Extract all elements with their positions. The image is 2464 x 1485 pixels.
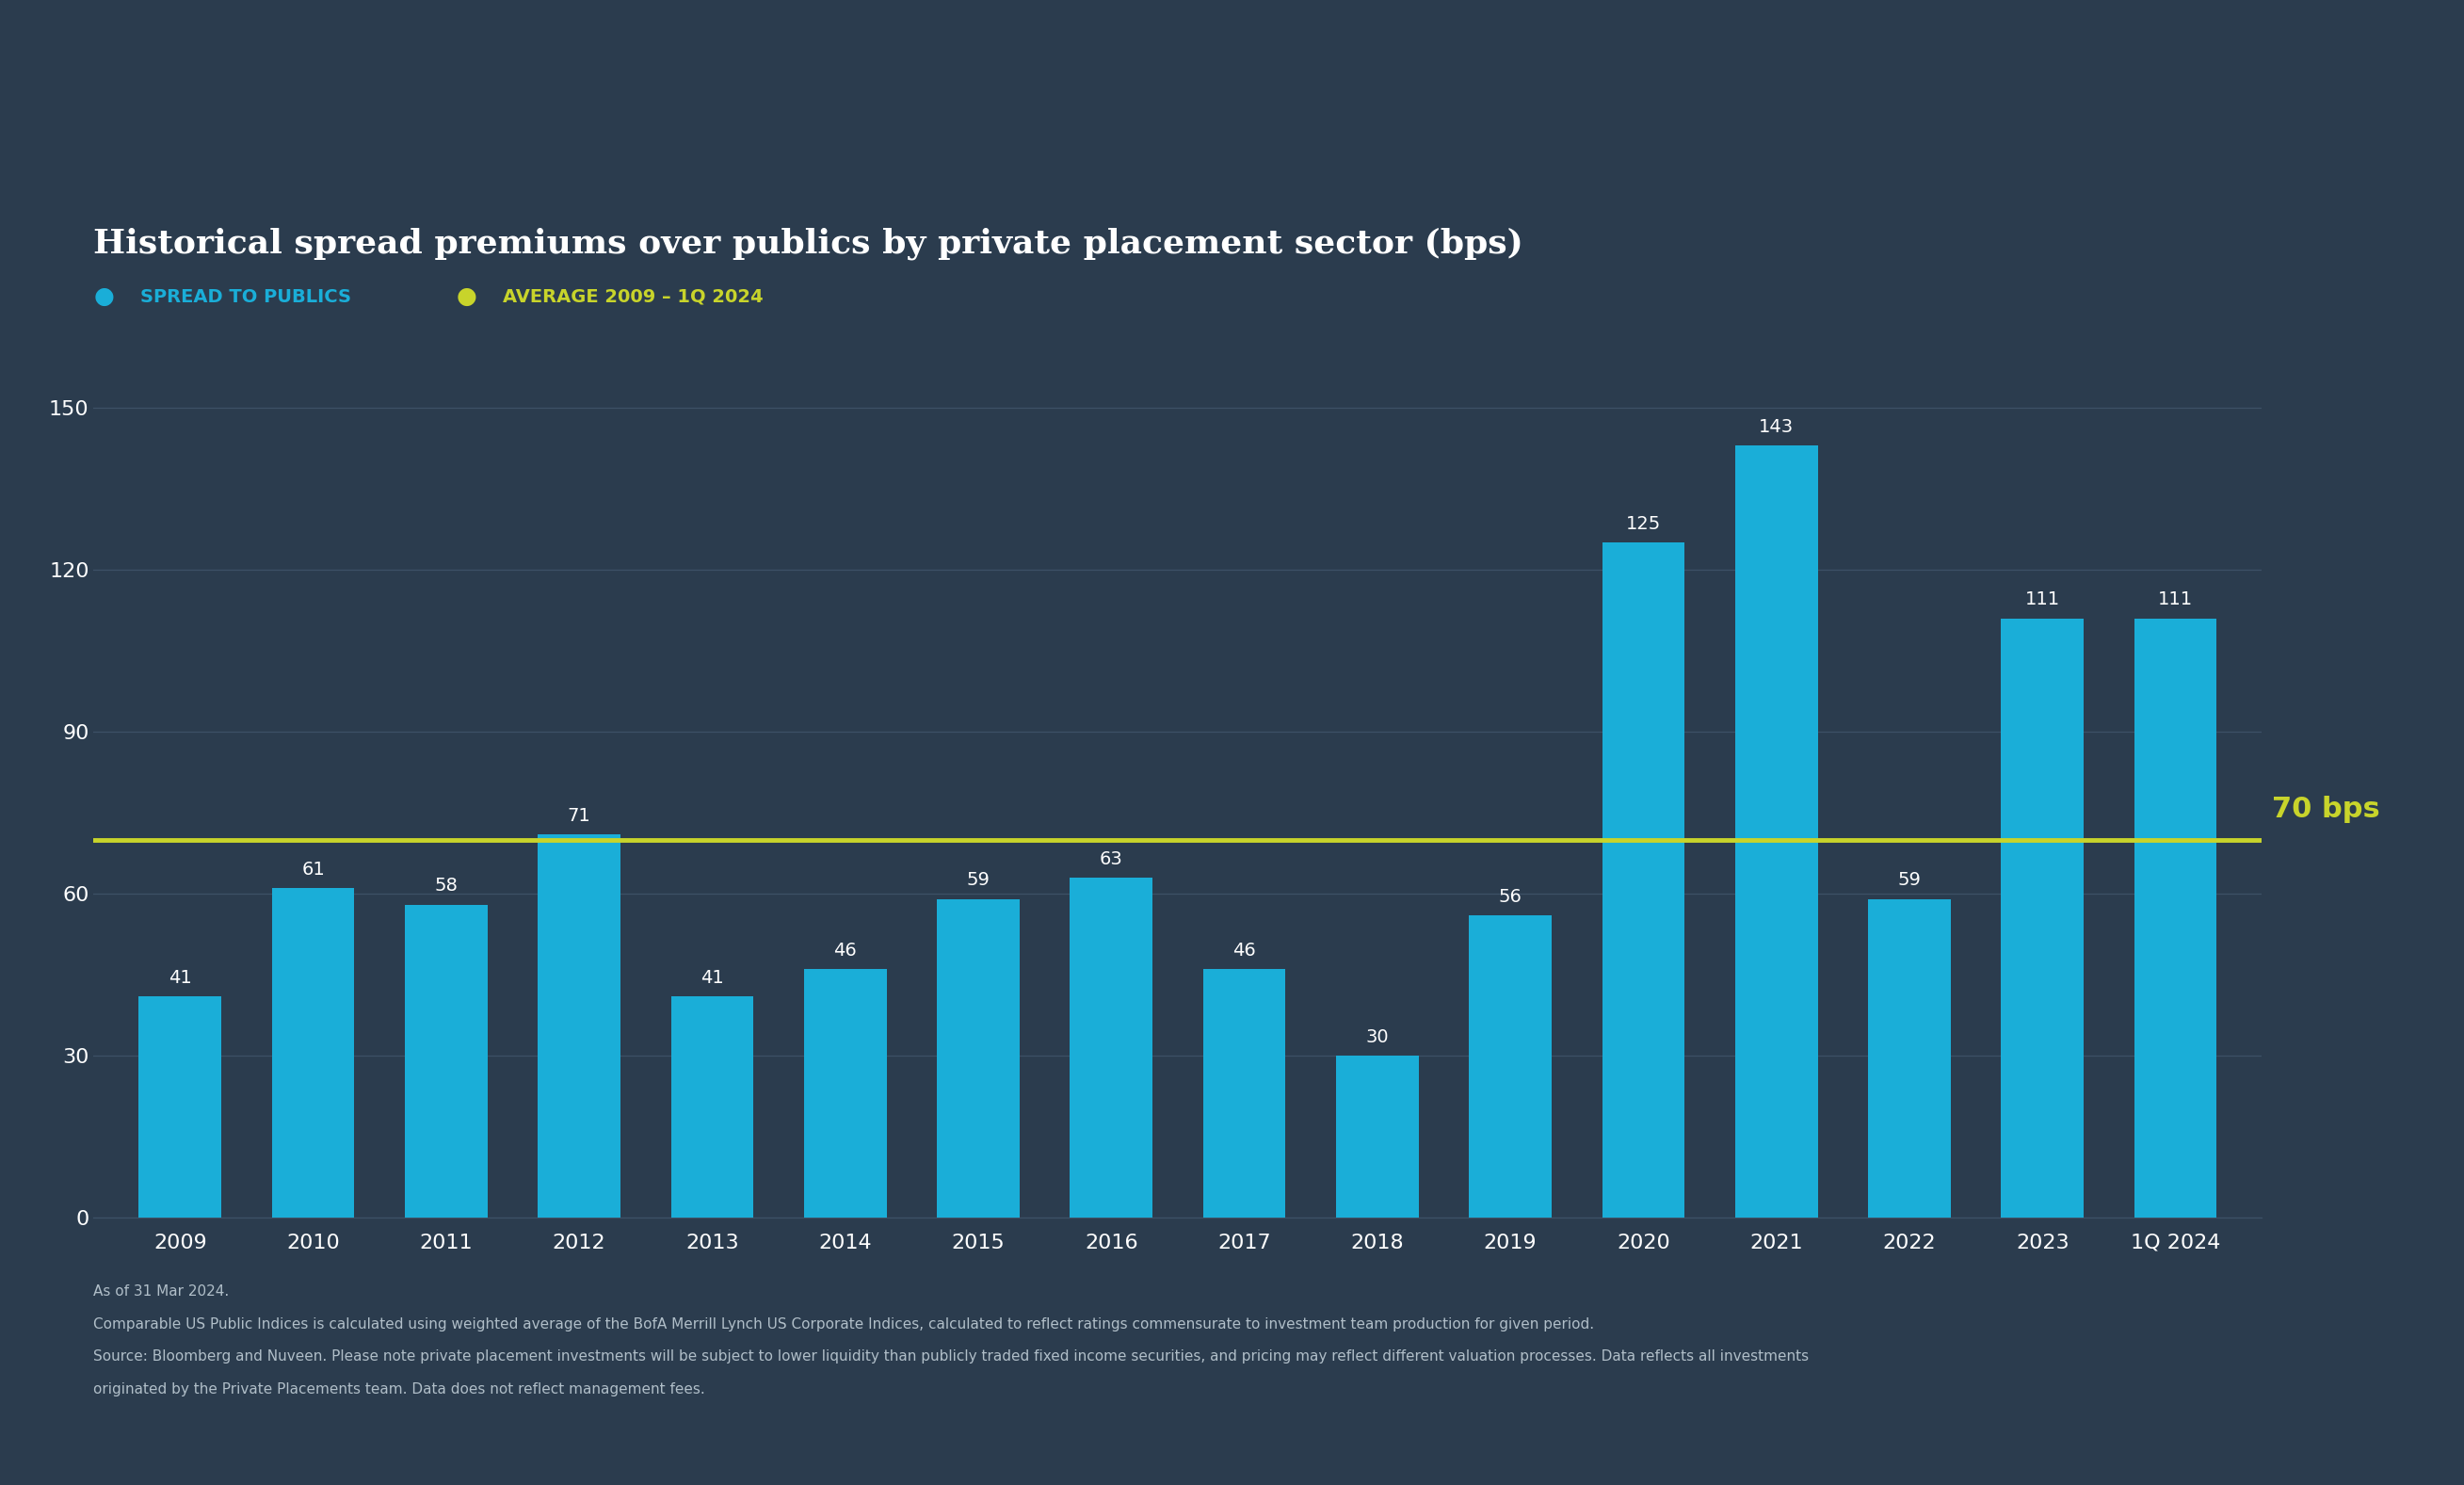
- Bar: [1602, 542, 1685, 1218]
- Bar: [2001, 618, 2085, 1218]
- Bar: [1069, 878, 1153, 1218]
- Text: 61: 61: [301, 861, 325, 879]
- Text: 143: 143: [1759, 417, 1794, 435]
- Text: 46: 46: [833, 941, 857, 959]
- Text: 111: 111: [2158, 591, 2193, 609]
- Text: 58: 58: [434, 876, 458, 895]
- Text: Source: Bloomberg and Nuveen. Please note private placement investments will be : Source: Bloomberg and Nuveen. Please not…: [94, 1350, 1809, 1365]
- Bar: [138, 996, 222, 1218]
- Text: 71: 71: [567, 806, 591, 824]
- Text: ●: ●: [456, 285, 476, 309]
- Text: 125: 125: [1626, 515, 1661, 533]
- Bar: [2134, 618, 2218, 1218]
- Text: originated by the Private Placements team. Data does not reflect management fees: originated by the Private Placements tea…: [94, 1383, 705, 1397]
- Text: 59: 59: [966, 872, 991, 890]
- Text: 63: 63: [1099, 849, 1124, 867]
- Bar: [1469, 915, 1552, 1218]
- Bar: [670, 996, 754, 1218]
- Bar: [803, 970, 887, 1218]
- Bar: [1868, 898, 1951, 1218]
- Text: 111: 111: [2025, 591, 2060, 609]
- Text: Historical spread premiums over publics by private placement sector (bps): Historical spread premiums over publics …: [94, 227, 1523, 260]
- Bar: [936, 898, 1020, 1218]
- Text: 70 bps: 70 bps: [2272, 796, 2380, 823]
- Text: 41: 41: [700, 968, 724, 986]
- Bar: [1735, 445, 1818, 1218]
- Text: 56: 56: [1498, 888, 1523, 906]
- Text: 30: 30: [1365, 1028, 1390, 1045]
- Text: 59: 59: [1897, 872, 1922, 890]
- Text: As of 31 Mar 2024.: As of 31 Mar 2024.: [94, 1285, 229, 1299]
- Bar: [404, 904, 488, 1218]
- Text: SPREAD TO PUBLICS: SPREAD TO PUBLICS: [140, 288, 352, 306]
- Text: Comparable US Public Indices is calculated using weighted average of the BofA Me: Comparable US Public Indices is calculat…: [94, 1317, 1594, 1332]
- Bar: [537, 835, 621, 1218]
- Bar: [1335, 1056, 1419, 1218]
- Text: 41: 41: [168, 968, 192, 986]
- Text: 46: 46: [1232, 941, 1257, 959]
- Bar: [1202, 970, 1286, 1218]
- Bar: [271, 888, 355, 1218]
- Text: AVERAGE 2009 – 1Q 2024: AVERAGE 2009 – 1Q 2024: [503, 288, 764, 306]
- Text: ●: ●: [94, 285, 113, 309]
